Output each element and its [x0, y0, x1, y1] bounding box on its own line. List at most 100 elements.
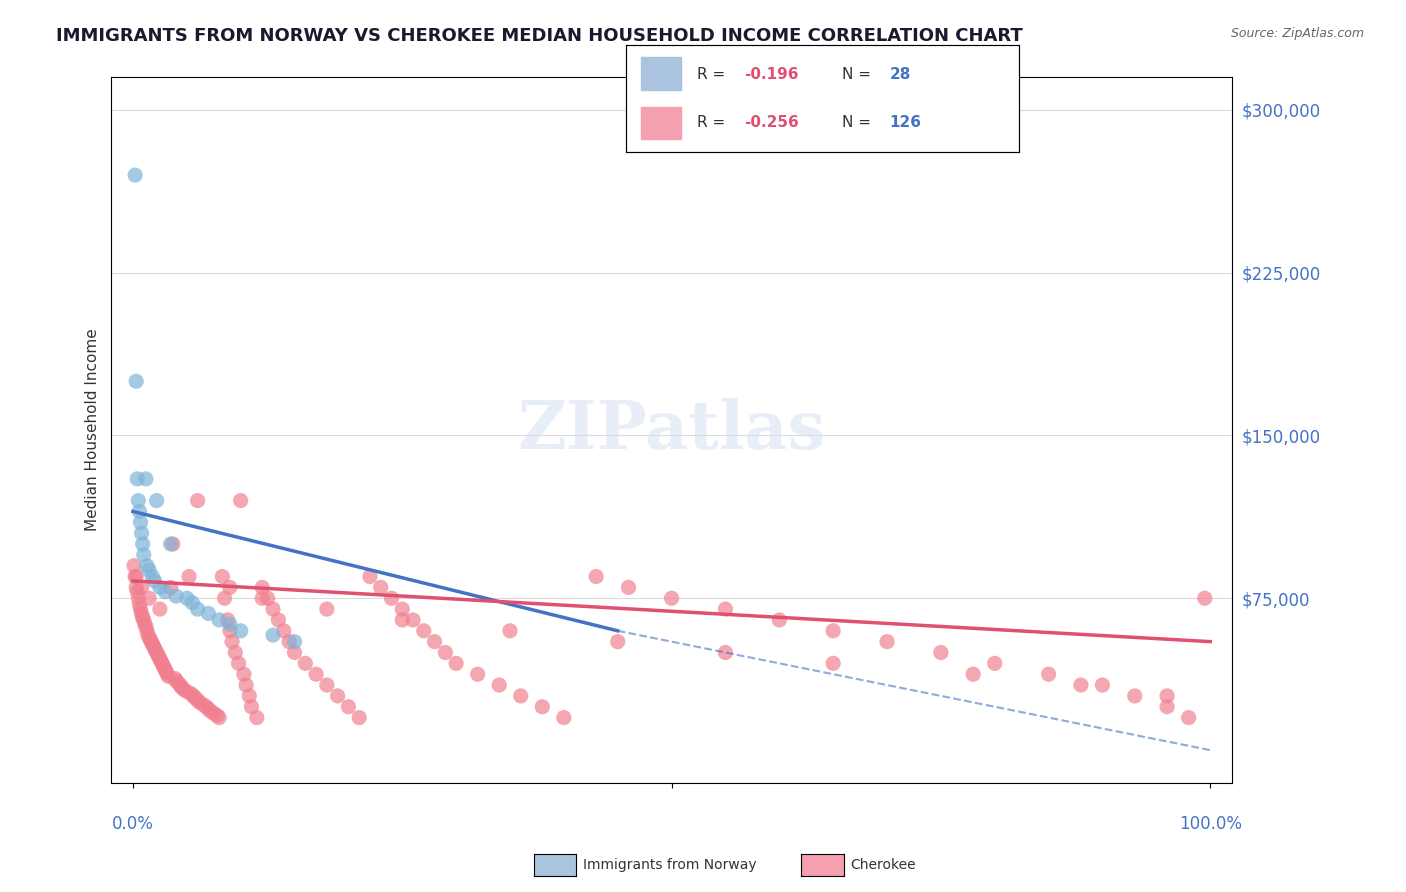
Text: 0.0%: 0.0%: [112, 815, 153, 833]
Point: [127, 472, 149, 486]
Point: [170, 680, 193, 694]
Point: [132, 548, 155, 562]
Point: [305, 667, 328, 681]
Point: [228, 657, 250, 671]
Point: [141, 634, 163, 648]
Point: [252, 581, 274, 595]
Point: [181, 596, 204, 610]
Point: [149, 654, 172, 668]
Point: [402, 613, 425, 627]
Point: [187, 693, 209, 707]
Point: [235, 678, 257, 692]
Point: [488, 678, 510, 692]
Point: [714, 645, 737, 659]
Text: N =: N =: [842, 67, 876, 82]
Point: [380, 591, 402, 606]
Point: [219, 624, 242, 638]
FancyBboxPatch shape: [641, 57, 681, 89]
Text: Cherokee: Cherokee: [851, 858, 917, 872]
Point: [208, 710, 231, 724]
Point: [1177, 710, 1199, 724]
Point: [359, 569, 381, 583]
Point: [138, 591, 160, 606]
Text: ZIPatlas: ZIPatlas: [517, 398, 825, 463]
Point: [159, 581, 181, 595]
Point: [129, 516, 152, 530]
Point: [391, 602, 413, 616]
Point: [499, 624, 522, 638]
Point: [124, 168, 146, 182]
Point: [128, 598, 150, 612]
Point: [1156, 699, 1178, 714]
Point: [370, 581, 392, 595]
Point: [176, 684, 198, 698]
Point: [124, 569, 146, 583]
Point: [283, 634, 305, 648]
Point: [262, 602, 284, 616]
Point: [929, 645, 952, 659]
Point: [661, 591, 683, 606]
Point: [246, 710, 269, 724]
Point: [122, 558, 145, 573]
Point: [149, 602, 172, 616]
Point: [132, 613, 155, 627]
Point: [252, 591, 274, 606]
Point: [434, 645, 457, 659]
Point: [131, 607, 153, 621]
Point: [135, 619, 157, 633]
Y-axis label: Median Household Income: Median Household Income: [86, 328, 100, 532]
Point: [125, 569, 148, 583]
Point: [150, 657, 173, 671]
Point: [125, 374, 148, 388]
Point: [135, 472, 157, 486]
Point: [167, 676, 190, 690]
Point: [876, 634, 898, 648]
Point: [153, 661, 176, 675]
Point: [423, 634, 446, 648]
Point: [444, 657, 467, 671]
Point: [240, 699, 263, 714]
Point: [157, 669, 180, 683]
Point: [177, 569, 200, 583]
Point: [141, 569, 163, 583]
Point: [187, 602, 209, 616]
Point: [129, 602, 152, 616]
Point: [267, 613, 290, 627]
Point: [205, 708, 228, 723]
Point: [273, 624, 295, 638]
Text: Source: ZipAtlas.com: Source: ZipAtlas.com: [1230, 27, 1364, 40]
Point: [585, 569, 607, 583]
Point: [217, 613, 239, 627]
Point: [176, 591, 198, 606]
Point: [238, 689, 260, 703]
Point: [136, 628, 159, 642]
Point: [165, 589, 187, 603]
Point: [1156, 689, 1178, 703]
Point: [138, 630, 160, 644]
Text: IMMIGRANTS FROM NORWAY VS CHEROKEE MEDIAN HOUSEHOLD INCOME CORRELATION CHART: IMMIGRANTS FROM NORWAY VS CHEROKEE MEDIA…: [56, 27, 1024, 45]
Point: [412, 624, 434, 638]
Point: [202, 706, 225, 721]
Point: [823, 657, 845, 671]
Point: [294, 657, 316, 671]
Point: [197, 702, 219, 716]
Point: [173, 682, 195, 697]
Point: [224, 645, 246, 659]
Point: [256, 591, 278, 606]
Point: [214, 591, 236, 606]
Point: [229, 493, 252, 508]
Point: [125, 581, 148, 595]
Point: [187, 493, 209, 508]
Text: R =: R =: [696, 67, 730, 82]
Point: [127, 591, 149, 606]
Point: [181, 689, 204, 703]
Text: 100.0%: 100.0%: [1178, 815, 1241, 833]
Point: [136, 558, 159, 573]
Point: [127, 584, 149, 599]
Point: [197, 607, 219, 621]
Point: [326, 689, 349, 703]
Point: [823, 624, 845, 638]
Point: [188, 695, 211, 709]
Point: [131, 526, 153, 541]
Point: [283, 645, 305, 659]
